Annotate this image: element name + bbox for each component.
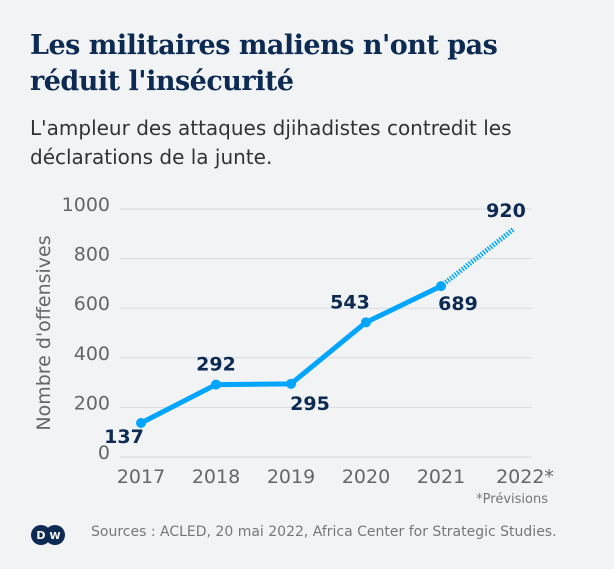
chart-title: Les militaires maliens n'ont pas réduit … bbox=[30, 30, 498, 97]
x-tick-label: 2020 bbox=[342, 466, 390, 488]
data-label: 295 bbox=[290, 393, 330, 415]
x-tick-label: 2018 bbox=[192, 466, 240, 488]
y-tick-label: 1000 bbox=[62, 194, 110, 216]
x-tick-label: 2022* bbox=[496, 466, 554, 488]
data-label: 689 bbox=[438, 293, 478, 315]
svg-text:W: W bbox=[49, 531, 60, 542]
data-label: 137 bbox=[104, 426, 144, 448]
svg-text:D: D bbox=[36, 529, 45, 542]
dw-logo: D W bbox=[31, 525, 65, 545]
data-label: 292 bbox=[196, 354, 236, 376]
y-axis-label: Nombre d'offensives bbox=[33, 235, 55, 430]
data-label: 920 bbox=[486, 200, 526, 222]
x-tick-label: 2019 bbox=[267, 466, 315, 488]
data-point bbox=[436, 281, 446, 292]
chart-subtitle: L'ampleur des attaques djihadistes contr… bbox=[30, 116, 512, 169]
x-tick-label: 2017 bbox=[117, 466, 165, 488]
source-note: Sources : ACLED, 20 mai 2022, Africa Cen… bbox=[91, 524, 557, 540]
x-tick-label: 2021 bbox=[417, 466, 465, 488]
y-tick-label: 400 bbox=[74, 343, 110, 365]
data-point bbox=[361, 317, 371, 328]
y-tick-label: 600 bbox=[74, 293, 110, 315]
data-point bbox=[136, 418, 146, 429]
data-point bbox=[211, 379, 221, 390]
y-tick-label: 0 bbox=[98, 442, 110, 464]
data-point bbox=[286, 378, 296, 389]
footnote: *Prévisions bbox=[476, 492, 548, 507]
y-tick-label: 800 bbox=[74, 244, 110, 266]
data-label: 543 bbox=[330, 291, 370, 313]
y-tick-label: 200 bbox=[74, 392, 110, 414]
forecast-line bbox=[439, 226, 516, 289]
